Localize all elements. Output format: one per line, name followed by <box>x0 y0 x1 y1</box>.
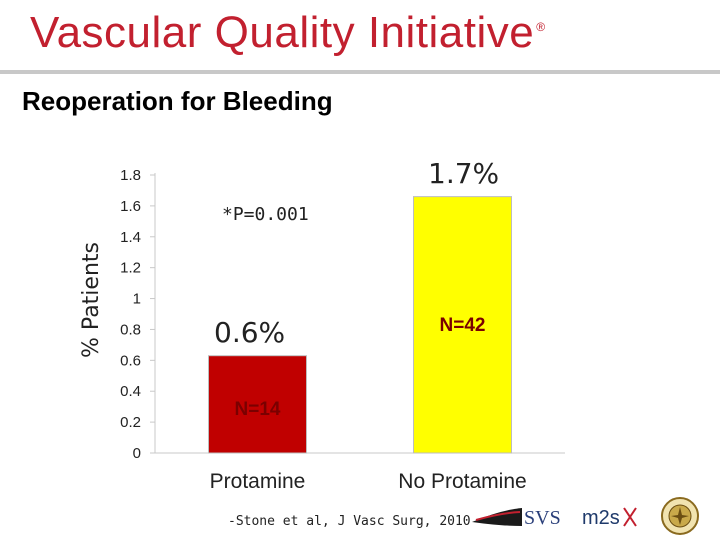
slide-title: Reoperation for Bleeding <box>22 86 333 116</box>
bar-n-label: N=14 <box>235 399 281 420</box>
citation: -Stone et al, J Vasc Surg, 2010 <box>228 514 471 529</box>
y-tick-label: 0.6 <box>120 352 141 369</box>
chart-labels: Protamine N=14 No Protamine N=42 0.6% 1.7% *P=… <box>210 157 527 493</box>
y-tick-label: 1.2 <box>120 260 141 277</box>
m2s-logo-text: m2s <box>582 507 620 529</box>
y-tick-label: 0.2 <box>120 414 141 431</box>
y-tick-label: 1 <box>133 291 141 308</box>
y-tick-label: 1.8 <box>120 167 141 184</box>
y-tick-label: 1.4 <box>120 229 141 246</box>
seal-logo <box>661 497 699 535</box>
header-divider <box>0 70 720 74</box>
y-axis-label: % Patients <box>79 242 104 358</box>
m2s-logo: m2s <box>582 507 637 529</box>
bars <box>208 196 512 454</box>
x-category-label: Protamine <box>210 470 306 493</box>
y-tick-label: 0 <box>133 445 141 462</box>
x-category-label: No Protamine <box>398 470 526 493</box>
y-tick-label: 1.6 <box>120 198 141 215</box>
value-label-protamine: 0.6% <box>214 316 285 349</box>
bar-n-label: N=42 <box>440 315 486 336</box>
value-label-no-protamine: 1.7% <box>428 157 499 190</box>
registered-mark: ® <box>536 20 546 35</box>
bar-1 <box>208 355 307 454</box>
header-title: Vascular Quality Initiative ® <box>30 8 546 57</box>
y-tick-label: 0.8 <box>120 321 141 338</box>
svs-logo-text: SVS <box>524 507 560 529</box>
svs-logo: SVS <box>472 507 560 529</box>
bar-chart: 0 0.2 0.4 0.6 0.8 1 1.2 1.4 1.6 1.8 % Patients Pro… <box>79 157 565 493</box>
bar-2 <box>413 196 512 454</box>
y-axis: 0 0.2 0.4 0.6 0.8 1 1.2 1.4 1.6 1.8 % Patients <box>79 167 565 462</box>
p-value-annotation: *P=0.001 <box>222 204 309 225</box>
y-tick-label: 0.4 <box>120 383 141 400</box>
